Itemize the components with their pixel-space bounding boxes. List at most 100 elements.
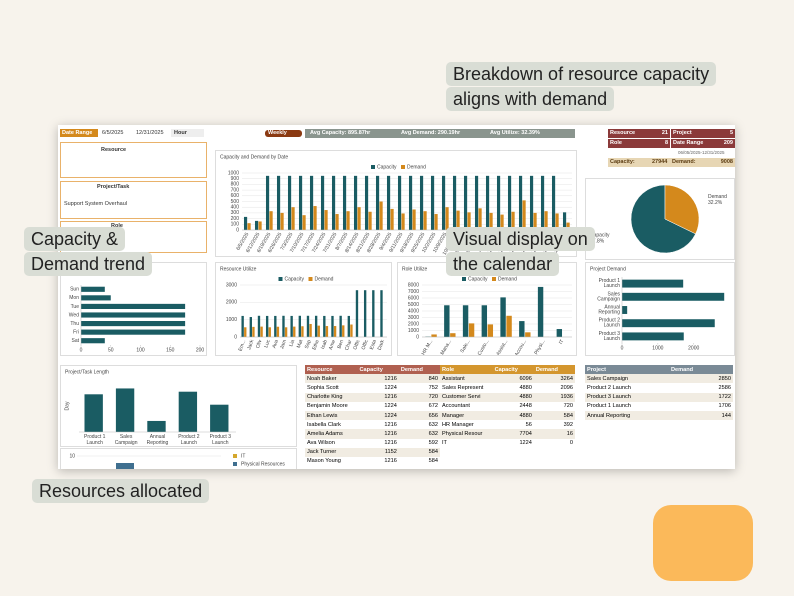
chart-panel: 10 IT Physical Resources [60,448,297,469]
table-cell: IT [442,440,447,447]
slicer[interactable]: Resource [60,142,207,178]
avg-demand: Avg Demand: 290.19hr [401,130,461,136]
table-cell: Ethan Lewis [305,410,358,421]
x-tick-label: Sale... [459,339,471,354]
bar [293,326,296,337]
table-row: Sales Campaign 2850 [585,374,733,384]
table-cell: 4880 [492,410,534,421]
x-tick-label: HR M... [421,339,435,355]
table-cell: 3264 [533,374,575,384]
decoration [653,505,753,581]
bar [622,292,725,301]
bar [434,214,438,230]
table-cell: 1224 [519,440,532,447]
start-date[interactable]: 6/5/2025 [102,130,124,136]
period-dropdown[interactable]: Weekly [265,130,302,137]
x-tick-label: Lia [288,339,296,348]
y-tick-label: Tue [71,304,80,310]
x-tick-label: Luc [263,339,272,349]
chart-title: Resource Utilize [220,266,257,272]
bar [291,207,295,230]
bar [544,211,548,230]
bar [265,175,270,230]
bar [419,175,424,230]
callout: Visual display on the calendar [446,227,595,277]
y-tick-label: 3000 [226,282,237,288]
table-cell: 1152 [357,447,399,457]
y-tick-label: 10 [69,453,75,459]
bar [430,175,435,230]
bar [511,211,515,230]
bar [506,315,512,337]
x-tick-label: Mana... [439,339,453,355]
table-cell: Amelia Adams [305,429,358,439]
y-tick-label: Sales Campaign [597,292,620,303]
table-cell: 1216 [357,374,399,384]
slicer-item[interactable]: Support System Overhaul [64,201,127,207]
slicer-title: Role [111,223,123,229]
table-cell: 1216 [384,421,397,428]
table-row: Product 1 Launch 1706 [585,402,733,411]
slicer[interactable]: Project/Task Support System Overhaul [60,181,207,219]
x-tick-label: Char [344,339,353,352]
table-row: IT 1224 0 [440,439,575,448]
x-tick-label: Ben [337,339,346,350]
column-header: Capacity [357,365,399,375]
legend-swatch [492,277,496,281]
x-tick-label: Em... [238,339,248,352]
bar [353,175,358,230]
bar [444,305,450,337]
end-date[interactable]: 12/31/2025 [136,130,164,136]
bar [298,175,303,230]
x-tick-label: Assist... [495,339,509,355]
bar [555,213,559,230]
bar [485,175,490,230]
y-tick-label: 600 [231,193,240,199]
dashboard: Date Range 6/5/2025 12/31/2025 Hour Week… [58,125,735,469]
y-tick-label: Sat [71,338,79,344]
legend-swatch [278,277,283,281]
bar [325,326,329,337]
y-tick-label: 0 [234,334,237,340]
bar [269,211,273,230]
table-cell: Isabella Clark [307,421,341,428]
bar [335,214,339,230]
x-tick-label: 0 [80,347,83,353]
summary-value: 209 [723,140,733,146]
table-cell: Physical Resour [440,429,493,439]
bar [397,175,402,230]
y-tick-label: 7000 [408,289,419,295]
slice-label: Capacity [590,232,610,238]
bar [84,394,103,432]
bar [274,315,277,337]
bar [284,327,288,337]
table-cell: 6096 [492,374,534,384]
table-header-row: Resource Capacity Demand [305,365,440,375]
x-tick-label: Mat [296,339,305,349]
bar [462,305,469,337]
x-tick-label: Physi... [533,339,546,355]
unit-dropdown[interactable]: Hour [171,129,204,137]
bar [81,312,186,318]
bar [380,290,383,337]
bar [342,175,347,230]
table-header-row: Project Demand [585,365,733,375]
avg-capacity: Avg Capacity: 895.87hr [310,130,371,136]
column-header: Demand [533,365,575,375]
table-cell: 1216 [357,392,399,402]
table-cell: Noah Baker [305,374,358,384]
callout-line: Breakdown of resource capacity [446,62,717,86]
summary-label: Role [610,140,622,146]
legend-label: Demand [315,276,334,282]
chart-title: Project/Task Length [65,369,109,375]
table-cell: 1224 [384,384,397,391]
legend-swatch [401,165,405,169]
bar [401,213,405,230]
table-cell: Sales Campaign [585,374,669,384]
bar [116,463,134,469]
y-tick-label: Product 3 Launch [599,331,621,342]
table-row: Sophia Scott 1224 752 [305,383,440,392]
table-cell: 1216 [357,429,399,439]
y-tick-label: 700 [231,187,240,193]
y-tick-label: Fri [73,329,79,335]
